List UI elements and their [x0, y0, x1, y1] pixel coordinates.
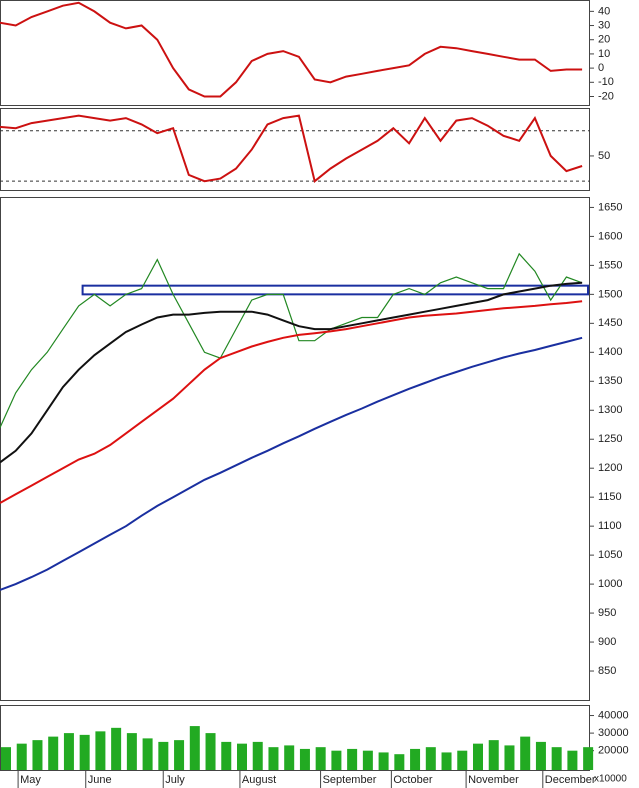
y-tick-label: 1300 — [598, 404, 622, 416]
volume-bar — [567, 750, 578, 770]
volume-bar — [473, 743, 483, 770]
y-tick-label: 1150 — [598, 491, 622, 503]
y-tick-label: 50 — [598, 150, 610, 162]
volume-bar — [32, 740, 43, 770]
volume-bar — [16, 743, 27, 770]
y-tick-label: 850 — [598, 665, 616, 677]
panel-frame — [0, 197, 590, 701]
y-tick-label: 1350 — [598, 375, 622, 387]
volume-bar — [268, 747, 279, 770]
y-tick-label: 30 — [598, 19, 610, 31]
y-tick-label: 10 — [598, 48, 610, 60]
volume-bar — [48, 736, 59, 770]
series-line — [0, 300, 583, 504]
x-tick-label: October — [393, 774, 432, 786]
resistance-zone — [81, 284, 589, 296]
y-tick-label: 1450 — [598, 317, 622, 329]
y-tick-label: 1000 — [598, 578, 622, 590]
y-tick-label: 1050 — [598, 549, 622, 561]
volume-bar — [315, 747, 326, 770]
volume-bar — [284, 745, 295, 770]
y-tick-label: 20 — [598, 34, 610, 46]
volume-bar — [410, 748, 421, 770]
volume-bar — [1, 747, 11, 770]
volume-bar — [142, 738, 153, 770]
x-tick-label: May — [20, 774, 41, 786]
volume-bar — [362, 750, 373, 770]
y-tick-label: 1600 — [598, 230, 622, 242]
volume-bar — [189, 726, 200, 770]
y-tick-label: 40 — [598, 5, 610, 17]
volume-bar — [237, 743, 247, 770]
series-line — [0, 281, 583, 464]
y-tick-label: 20000 — [598, 745, 629, 757]
x-tick-label: December — [545, 774, 596, 786]
volume-bar — [535, 741, 546, 770]
y-tick-label: 950 — [598, 607, 616, 619]
panel-frame — [0, 108, 590, 191]
volume-bar — [394, 754, 405, 770]
volume-bar — [504, 745, 515, 770]
volume-bar — [111, 727, 122, 770]
volume-bar — [79, 734, 90, 770]
unit-label: x10000 — [594, 774, 627, 785]
y-tick-label: 1650 — [598, 201, 622, 213]
y-tick-label: 1200 — [598, 462, 622, 474]
y-tick-label: 1400 — [598, 346, 622, 358]
volume-bar — [95, 731, 106, 770]
y-tick-label: 1500 — [598, 288, 622, 300]
y-tick-label: 1250 — [598, 433, 622, 445]
x-tick-label: June — [88, 774, 112, 786]
x-tick-label: September — [323, 774, 377, 786]
y-tick-label: 0 — [598, 62, 604, 74]
volume-bar — [441, 752, 452, 770]
volume-bar — [583, 747, 594, 770]
series-line — [0, 1, 583, 98]
series-line — [0, 114, 583, 183]
y-tick-label: 900 — [598, 636, 616, 648]
x-tick-label: August — [242, 774, 276, 786]
series-line — [0, 252, 583, 428]
volume-bar — [520, 736, 531, 770]
y-tick-label: 40000 — [598, 709, 629, 721]
volume-bar — [221, 741, 232, 770]
volume-bar — [425, 747, 436, 770]
volume-bar — [331, 750, 342, 770]
volume-bar — [551, 747, 562, 770]
y-tick-label: 1550 — [598, 259, 622, 271]
volume-bar — [252, 741, 263, 770]
volume-bar — [126, 733, 137, 770]
series-line — [0, 336, 583, 591]
volume-bar — [347, 748, 358, 770]
volume-bar — [488, 740, 499, 770]
x-tick-label: November — [468, 774, 519, 786]
volume-bar — [174, 740, 185, 770]
y-tick-label: -10 — [598, 76, 614, 88]
volume-bar — [205, 733, 216, 770]
panel-frame — [0, 705, 590, 771]
y-tick-label: -20 — [598, 90, 614, 102]
volume-bar — [457, 750, 468, 770]
y-tick-label: 30000 — [598, 727, 629, 739]
volume-bar — [378, 752, 389, 770]
volume-bar — [158, 741, 169, 770]
x-tick-label: July — [165, 774, 185, 786]
panel-frame — [0, 0, 590, 106]
volume-bar — [63, 733, 74, 770]
volume-bar — [299, 748, 310, 770]
y-tick-label: 1100 — [598, 520, 622, 532]
